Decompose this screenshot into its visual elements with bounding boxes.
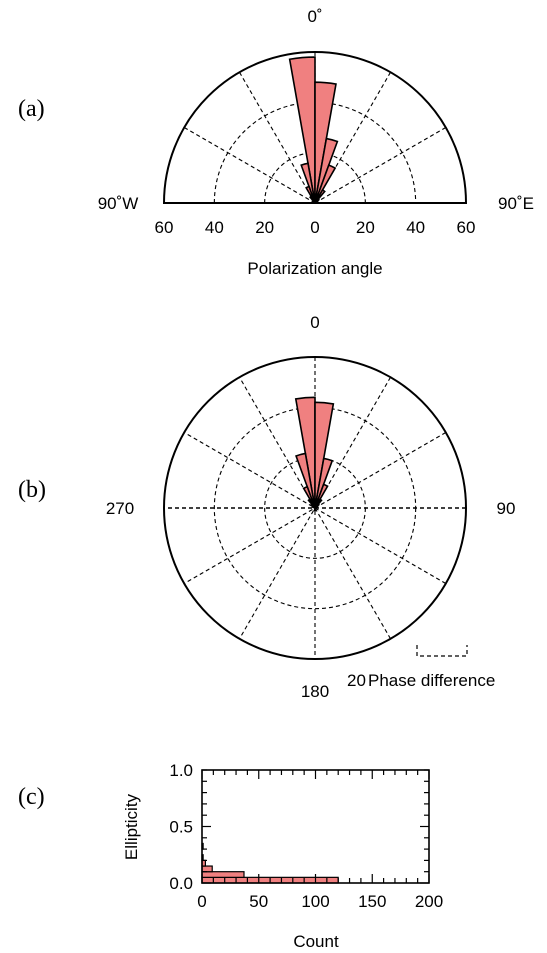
panel-c-bars [201,842,339,884]
radial-tick-label: 40 [205,218,224,237]
x-tick-label: 50 [249,892,268,911]
radial-tick-label: 60 [457,218,476,237]
radial-tick-label: 40 [406,218,425,237]
panel-c-x-tick-labels: 0 50 100 150 200 [197,892,443,911]
panel-b-bars [294,396,335,512]
grid-spoke-1 [183,127,316,204]
polar-bar-9 [309,195,316,204]
panel-c-ticks [201,769,430,884]
panel-c-xlabel: Count [293,932,339,951]
panel-a: (a) 0˚ 90˚W 90˚E Polarization angle 60 40… [18,7,534,278]
panel-b-top-label: 0 [310,313,319,332]
grid-spoke-5 [314,127,447,204]
x-tick-label: 200 [415,892,443,911]
hist-bar-3 [201,865,213,873]
panel-a-label: (a) [18,96,45,122]
panel-b-scale-bar: 20 Phase difference [347,645,495,690]
polar-bar-13 [313,507,317,512]
x-tick-label: 0 [197,892,206,911]
panel-b-right-label: 90 [497,499,516,518]
panel-c-label: (c) [18,784,45,810]
panel-a-frame [162,51,468,204]
panel-a-right-label: 90˚E [498,194,534,213]
panel-c-frame [201,769,430,884]
panel-b-label: (b) [18,477,46,503]
radial-tick-label: 60 [155,218,174,237]
y-tick-label: 0.5 [169,818,193,837]
radial-tick-label: 20 [356,218,375,237]
panel-a-top-label: 0˚ [307,7,322,26]
panel-b-left-label: 270 [106,499,134,518]
y-tick-label: 0.0 [169,874,193,893]
panel-c-ylabel: Ellipticity [122,793,141,860]
x-tick-label: 100 [301,892,329,911]
hist-bar-2 [201,871,245,878]
panel-a-xlabel: Polarization angle [247,259,382,278]
panel-b-bottom-label: 180 [301,682,329,701]
scale-bar-bracket [416,645,468,657]
panel-b: (b) 0 90 270 180 20 Phase difference [18,313,515,701]
scale-bar-label: Phase difference [368,671,495,690]
radial-tick-label: 0 [310,218,319,237]
scale-bar-value: 20 [347,671,366,690]
panel-c-y-tick-labels: 0.0 0.5 1.0 [169,761,193,893]
y-tick-label: 1.0 [169,761,193,780]
panel-a-bars [288,56,339,204]
polar-bar-12 [311,505,316,509]
x-tick-label: 150 [358,892,386,911]
panel-c: (c) 0 50 100 150 200 0.0 0.5 1.0 Count Ellipti… [18,761,443,951]
panel-b-frame [163,356,467,660]
panel-a-radial-ticks: 60 40 20 0 20 40 60 [155,218,476,237]
panel-a-left-label: 90˚W [98,194,139,213]
radial-tick-label: 20 [255,218,274,237]
